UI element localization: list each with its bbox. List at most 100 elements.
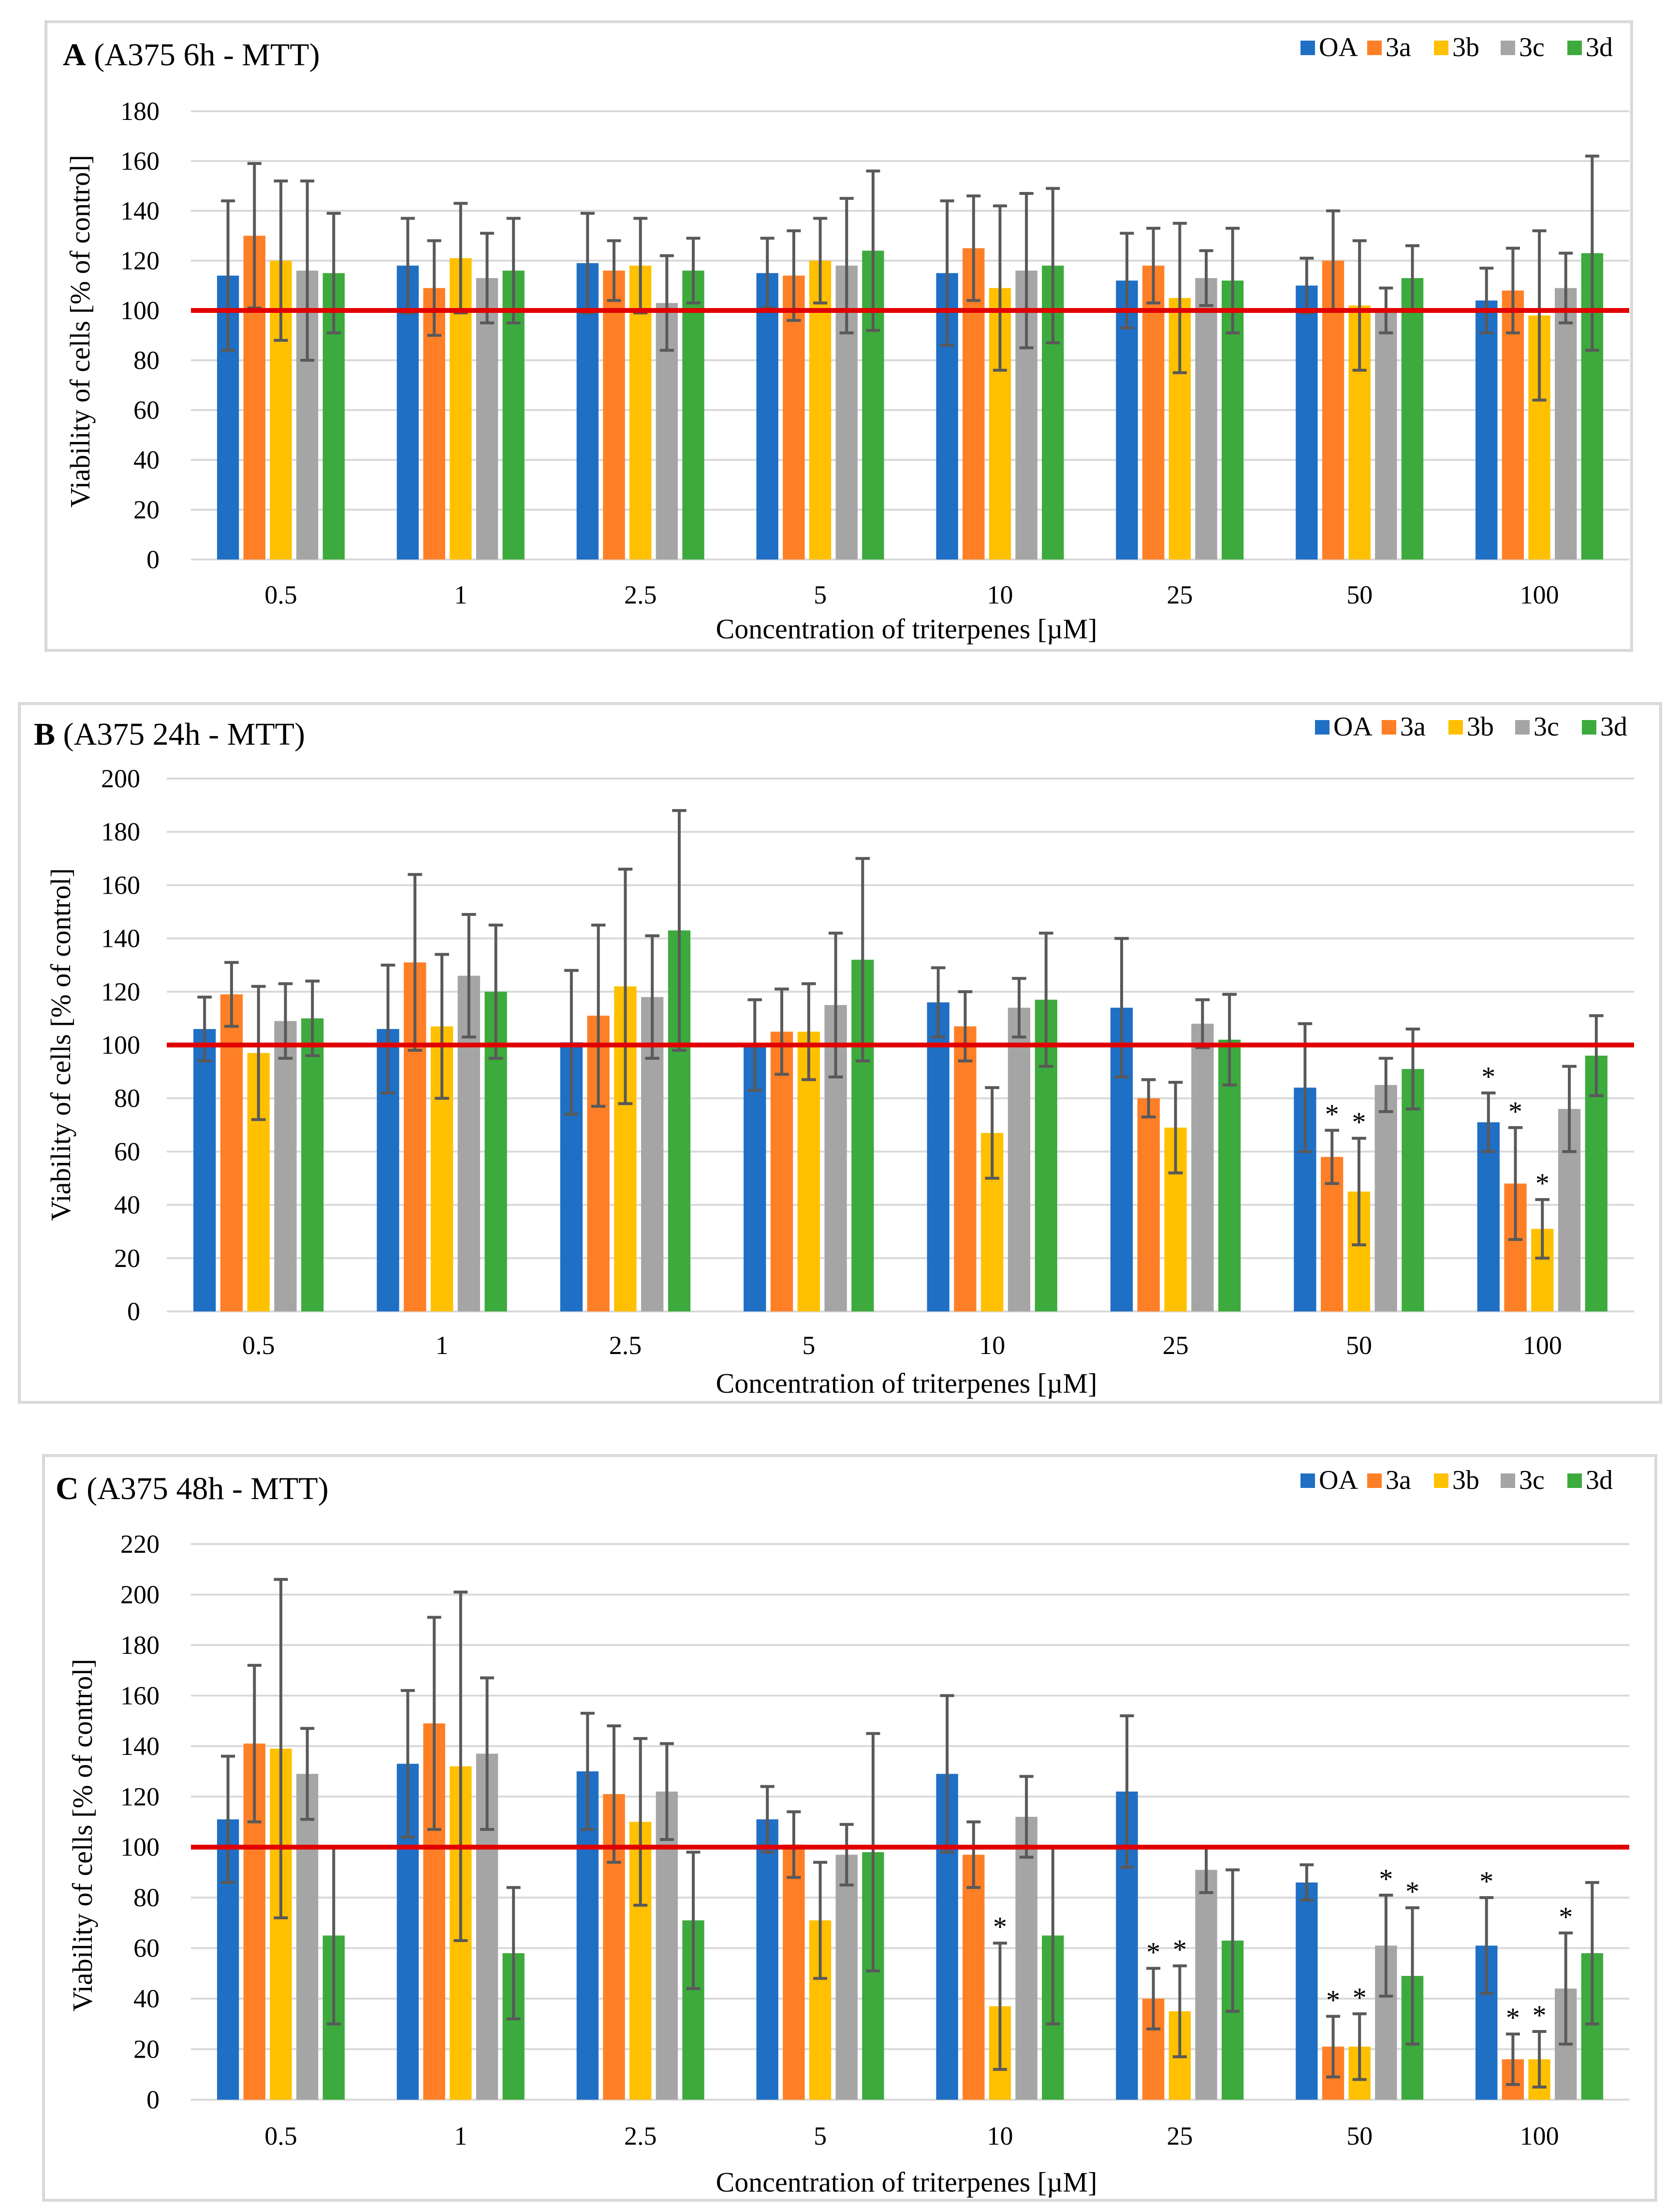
error-bar-3c-1 (480, 232, 494, 324)
error-bar-3b-2.5 (633, 1737, 648, 1907)
bar-OA-50 (1296, 285, 1318, 559)
error-bar-3c-0.5 (300, 1727, 315, 1821)
error-bar-3a-5 (787, 229, 801, 322)
legend-label-3b: 3b (1452, 32, 1479, 62)
y-tick-label: 20 (133, 2035, 160, 2064)
bar-3d-2.5 (682, 270, 704, 559)
y-tick-label: 180 (120, 97, 160, 126)
error-bar-3a-100 (1508, 1126, 1523, 1241)
error-bar-3a-25 (1146, 227, 1161, 305)
x-tick-label: 5 (814, 2121, 827, 2150)
significance-star: * (1352, 1106, 1366, 1138)
error-bar-3a-5 (774, 987, 789, 1076)
error-bar-3b-10 (993, 1942, 1007, 2071)
error-bar-OA-100 (1481, 1091, 1496, 1153)
panel-b-title: B (A375 24h - MTT) (34, 717, 305, 752)
legend-label-OA: OA (1319, 32, 1358, 62)
error-bar-OA-1 (400, 1689, 415, 1839)
error-bar-3b-25 (1172, 1964, 1187, 2059)
bar-3c-25 (1195, 278, 1217, 559)
bar-OA-50 (1296, 1882, 1318, 2100)
error-bar-3c-5 (828, 931, 843, 1079)
error-bar-OA-25 (1114, 937, 1129, 1079)
legend-swatch-3c (1515, 720, 1530, 735)
x-tick-label: 10 (987, 580, 1013, 609)
error-bar-3d-1 (506, 1886, 521, 2020)
panel-a-x-axis-label: Concentration of triterpenes [µM] (716, 613, 1097, 645)
bar-OA-100 (1475, 300, 1498, 559)
bar-OA-5 (756, 1819, 778, 2100)
error-bar-OA-2.5 (580, 212, 595, 315)
bar-OA-1 (396, 265, 419, 559)
bar-OA-10 (927, 1002, 950, 1311)
y-tick-label: 60 (114, 1137, 140, 1166)
error-bar-3c-2.5 (659, 254, 674, 352)
y-tick-label: 180 (120, 1631, 160, 1660)
error-bar-3a-0.5 (247, 1663, 262, 1824)
error-bar-OA-25 (1120, 1714, 1134, 1869)
error-bar-3a-25 (1141, 1078, 1156, 1119)
significance-star: * (1326, 1985, 1340, 2016)
y-tick-label: 20 (133, 495, 160, 524)
error-bar-3a-1 (427, 1616, 441, 1831)
bar-OA-0.5 (193, 1029, 216, 1311)
legend-label-3b: 3b (1467, 712, 1494, 742)
panel-c-y-axis-label: Viability of cells [% of control] (67, 1659, 98, 2011)
error-bar-3a-1 (427, 239, 441, 337)
error-bar-3c-25 (1195, 998, 1210, 1049)
error-bar-3b-1 (453, 202, 468, 315)
error-bar-3a-50 (1325, 1129, 1339, 1185)
error-bar-3d-100 (1585, 1881, 1599, 2026)
y-tick-label: 180 (101, 817, 140, 846)
y-tick-label: 160 (120, 1681, 160, 1710)
error-bar-3a-100 (1505, 2032, 1520, 2086)
legend-swatch-3a (1367, 1473, 1382, 1488)
bar-3d-100 (1585, 1056, 1607, 1311)
y-tick-label: 120 (120, 1782, 160, 1811)
error-bar-3c-5 (839, 1823, 854, 1887)
bar-OA-100 (1477, 1122, 1500, 1311)
error-bar-3c-10 (1019, 191, 1034, 350)
error-bar-3a-0.5 (224, 961, 239, 1028)
panel-c-title: C (A375 48h - MTT) (56, 1471, 329, 1506)
error-bar-3d-5 (866, 1732, 880, 1972)
legend-swatch-3d (1582, 720, 1596, 735)
legend-label-3c: 3c (1534, 712, 1559, 742)
y-tick-label: 40 (114, 1191, 140, 1220)
error-bar-3b-100 (1532, 2030, 1547, 2089)
significance-star: * (1506, 2002, 1520, 2033)
bar-3c-50 (1375, 310, 1397, 559)
y-tick-label: 40 (133, 445, 160, 474)
error-bar-3d-2.5 (686, 1851, 701, 1990)
error-bar-3a-50 (1326, 2015, 1341, 2078)
significance-star: * (1325, 1098, 1339, 1130)
error-bar-3b-5 (813, 1861, 828, 1980)
panel-b-y-axis-label: Viability of cells [% of control] (45, 868, 76, 1221)
panel-a: A (A375 6h - MTT) OA 3a 3b 3c 3d 02040608010… (44, 20, 1633, 652)
bar-3d-0.5 (301, 1018, 324, 1311)
x-tick-label: 100 (1520, 580, 1559, 609)
legend-label-3c: 3c (1519, 1465, 1545, 1495)
error-bar-3b-0.5 (251, 985, 266, 1121)
error-bar-3d-25 (1222, 993, 1237, 1087)
y-tick-label: 160 (101, 870, 140, 899)
error-bar-OA-2.5 (580, 1711, 595, 1831)
x-tick-label: 50 (1346, 1331, 1372, 1360)
significance-star: * (1173, 1934, 1187, 1965)
bar-3a-2.5 (603, 270, 625, 559)
x-tick-label: 2.5 (609, 1331, 642, 1360)
error-bar-3d-100 (1589, 1014, 1604, 1097)
error-bar-3b-25 (1172, 221, 1187, 374)
legend-label-3c: 3c (1519, 32, 1545, 62)
legend-swatch-OA (1315, 720, 1329, 735)
error-bar-3d-50 (1405, 1027, 1420, 1111)
x-tick-label: 25 (1167, 580, 1193, 609)
significance-star: * (1535, 1168, 1549, 1199)
x-tick-label: 25 (1163, 1331, 1189, 1360)
error-bar-3c-1 (480, 1676, 494, 1831)
error-bar-3b-50 (1352, 1136, 1366, 1247)
error-bar-3b-10 (985, 1086, 999, 1180)
error-bar-3a-100 (1505, 247, 1520, 335)
y-tick-label: 60 (133, 1934, 160, 1963)
error-bar-3a-2.5 (591, 924, 606, 1108)
